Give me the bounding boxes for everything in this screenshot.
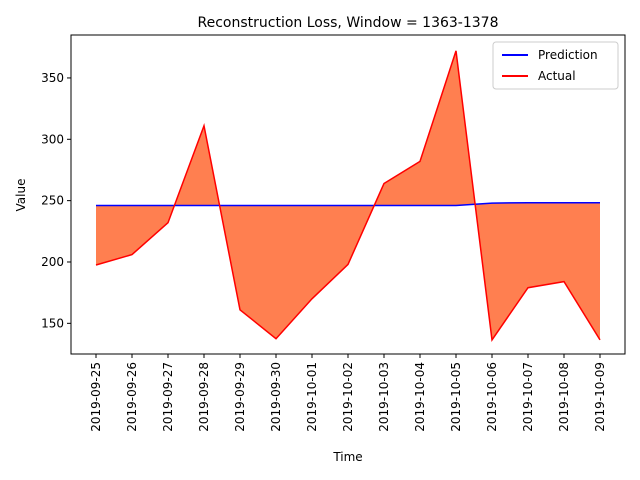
x-tick-label: 2019-10-08 [557, 362, 571, 432]
x-tick-label: 2019-10-05 [449, 362, 463, 432]
x-tick-label: 2019-09-25 [89, 362, 103, 432]
difference-fill-layer [96, 50, 600, 340]
x-tick-label: 2019-09-27 [161, 362, 175, 432]
series-line-actual [95, 50, 601, 342]
x-tick-label: 2019-09-29 [233, 362, 247, 432]
x-tick-label: 2019-09-26 [125, 362, 139, 432]
x-tick-label: 2019-10-02 [341, 362, 355, 432]
x-axis-label: Time [332, 450, 362, 464]
x-tick-label: 2019-09-30 [269, 362, 283, 432]
x-tick-label: 2019-10-09 [593, 362, 607, 432]
x-tick-label: 2019-10-04 [413, 362, 427, 432]
y-tick-label: 150 [41, 316, 64, 330]
legend: Prediction Actual [492, 41, 619, 90]
y-tick-label: 300 [41, 132, 64, 146]
series-line-prediction [96, 201, 600, 207]
x-tick-label: 2019-10-06 [485, 362, 499, 432]
x-tick-label: 2019-10-03 [377, 362, 391, 432]
x-tick-label: 2019-10-01 [305, 362, 319, 432]
difference-fill-area [96, 50, 600, 340]
y-tick-label: 200 [41, 255, 64, 269]
x-tick-label: 2019-10-07 [521, 362, 535, 432]
legend-box [492, 41, 619, 90]
y-axis: 150 200 250 300 350 [41, 71, 71, 330]
y-axis-label: Value [14, 179, 28, 212]
legend-label-prediction: Prediction [538, 48, 598, 62]
y-tick-label: 250 [41, 194, 64, 208]
series-lines-layer [95, 50, 601, 342]
chart-title: Reconstruction Loss, Window = 1363-1378 [198, 15, 499, 31]
x-axis: 2019-09-25 2019-09-26 2019-09-27 2019-09-28… [89, 354, 607, 432]
x-tick-label: 2019-09-28 [197, 362, 211, 432]
legend-label-actual: Actual [538, 69, 576, 83]
y-tick-label: 350 [41, 71, 64, 85]
